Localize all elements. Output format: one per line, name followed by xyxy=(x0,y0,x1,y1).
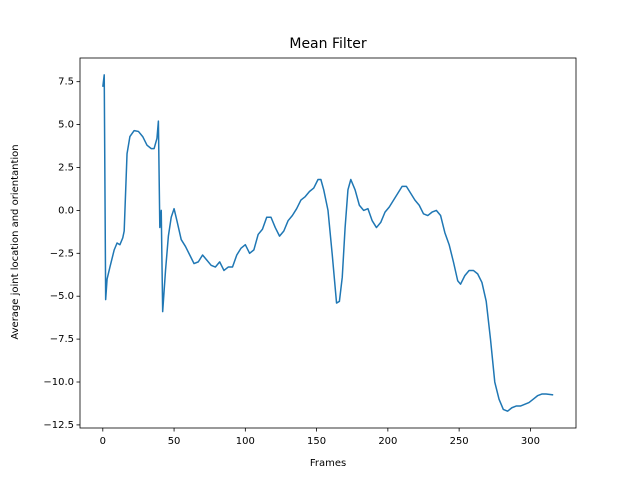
x-tick-label: 250 xyxy=(450,436,469,447)
chart-title: Mean Filter xyxy=(289,36,367,52)
y-tick-label: −12.5 xyxy=(43,420,74,431)
y-tick-label: 5.0 xyxy=(58,120,74,131)
y-tick-label: −7.5 xyxy=(50,334,74,345)
y-tick-label: 2.5 xyxy=(58,162,74,173)
x-tick-label: 200 xyxy=(378,436,397,447)
y-tick-label: −2.5 xyxy=(50,248,74,259)
x-tick-label: 0 xyxy=(100,436,106,447)
x-tick-label: 150 xyxy=(307,436,326,447)
y-tick-label: −10.0 xyxy=(43,377,74,388)
x-axis-label: Frames xyxy=(310,458,346,469)
y-tick-label: 0.0 xyxy=(58,205,74,216)
x-tick-label: 100 xyxy=(236,436,255,447)
y-axis-label: Average joint location and orientantion xyxy=(10,144,21,339)
y-tick-label: 7.5 xyxy=(58,77,74,88)
y-tick-label: −5.0 xyxy=(50,291,74,302)
data-line xyxy=(102,74,554,412)
x-tick-label: 50 xyxy=(168,436,181,447)
plot-frame xyxy=(79,57,577,429)
x-tick-label: 300 xyxy=(521,436,540,447)
